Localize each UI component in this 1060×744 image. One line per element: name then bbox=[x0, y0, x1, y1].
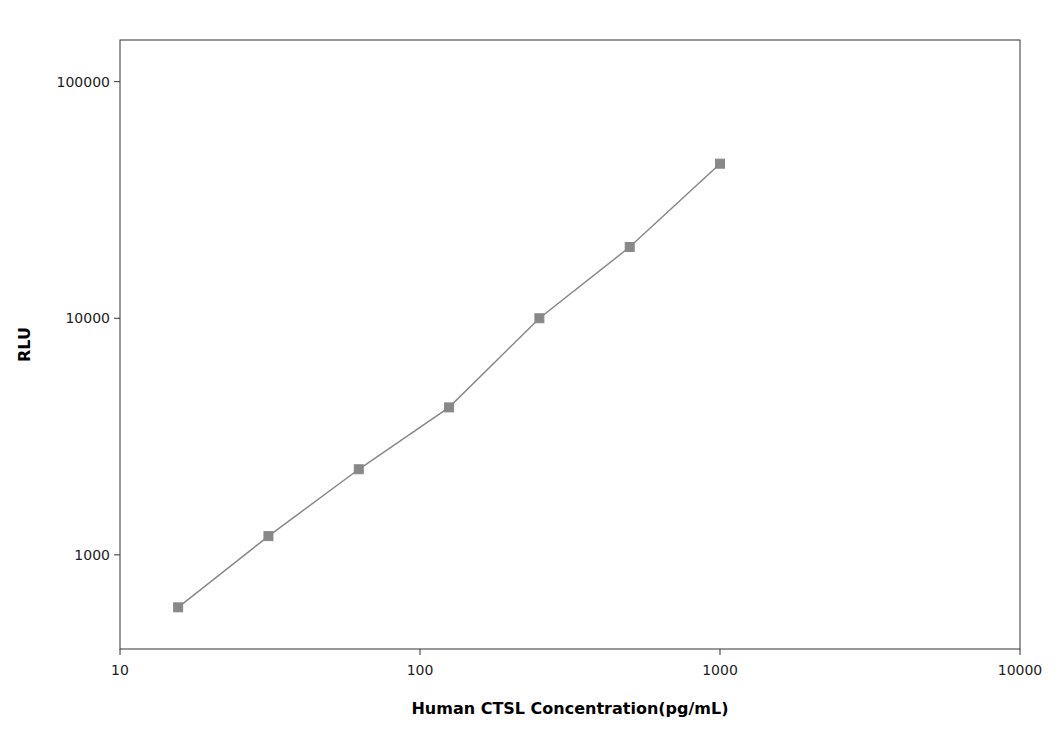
y-tick-label: 1000 bbox=[74, 547, 110, 563]
data-point bbox=[625, 243, 634, 252]
x-tick-label: 10 bbox=[111, 662, 129, 678]
x-tick bbox=[1020, 649, 1021, 655]
y-tick bbox=[114, 81, 120, 82]
x-tick-label: 100 bbox=[407, 662, 434, 678]
data-point bbox=[174, 603, 183, 612]
x-tick-label: 10000 bbox=[998, 662, 1043, 678]
data-layer bbox=[174, 159, 725, 612]
data-line bbox=[178, 164, 720, 608]
x-tick bbox=[120, 649, 121, 655]
y-tick bbox=[114, 554, 120, 555]
data-point bbox=[264, 532, 273, 541]
plot-frame bbox=[120, 40, 1020, 649]
data-point bbox=[445, 403, 454, 412]
x-tick-label: 1000 bbox=[702, 662, 738, 678]
chart-svg: 10 100 1000 10000 1000 10000 100000 Human CTSL … bbox=[0, 0, 1060, 744]
x-axis-label: Human CTSL Concentration(pg/mL) bbox=[411, 699, 728, 718]
y-axis-label: RLU bbox=[15, 327, 34, 362]
x-tick bbox=[420, 649, 421, 655]
y-tick-label: 10000 bbox=[65, 310, 110, 326]
data-point bbox=[716, 159, 725, 168]
data-point bbox=[535, 314, 544, 323]
y-tick-label: 100000 bbox=[57, 74, 110, 90]
data-point bbox=[354, 465, 363, 474]
y-tick bbox=[114, 318, 120, 319]
axes: 10 100 1000 10000 1000 10000 100000 bbox=[57, 40, 1043, 678]
x-tick bbox=[720, 649, 721, 655]
chart-container: 10 100 1000 10000 1000 10000 100000 Human CTSL … bbox=[0, 0, 1060, 744]
